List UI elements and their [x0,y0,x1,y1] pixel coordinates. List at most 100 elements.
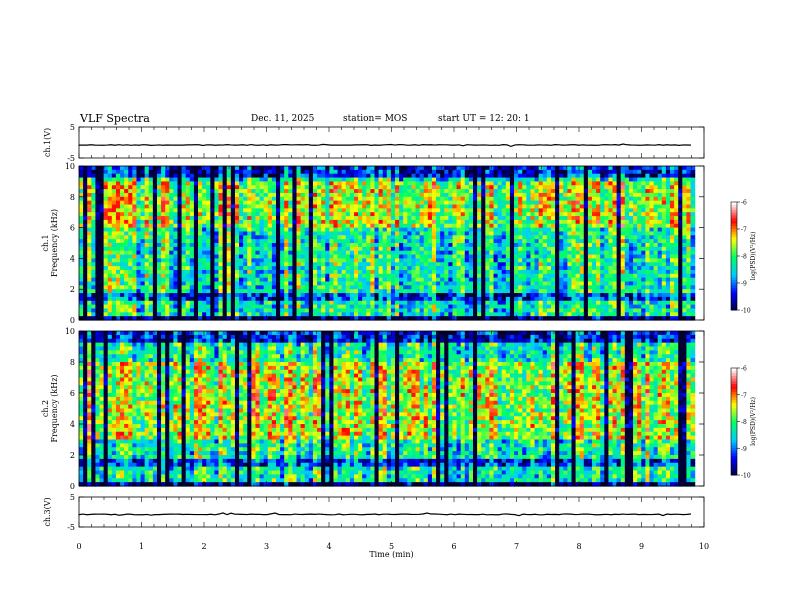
ch1-spec-cell [255,312,261,317]
ch1-spec-cell [292,169,298,175]
ch1-spec-cell [452,243,458,248]
ch1-spec-cell [403,250,408,256]
ch1-spec-cell [362,316,367,321]
ch1-spec-cell [464,246,470,252]
ch1-spec-cell [284,239,289,244]
ch1-spec-cell [222,254,228,259]
ch1-spec-cell [317,189,322,194]
ch1-spec-cell [415,169,421,175]
ch1-spec-cell [317,219,322,225]
ch1-spec-cell [99,223,105,229]
ch1-spec-cell [444,166,449,171]
ch1-spec-cell [563,216,568,221]
ch1-spec-cell [292,166,298,171]
ch1-spec-cell [534,192,540,198]
ch1-spec-cell [485,204,491,209]
ch1-spec-cell [234,246,240,252]
ch1-spec-cell [345,204,351,209]
ch1-spec-cell [222,173,228,179]
ch1-spec-cell [312,173,318,179]
ch1-spec-cell [382,304,388,310]
ch1-spec-cell [312,254,318,259]
ch1-spec-cell [267,177,273,182]
ch1-spec-cell [144,173,150,179]
ch1-spec-cell [169,269,174,275]
ch1-spec-cell [148,235,154,240]
ch1-spec-cell [247,235,252,240]
ch1-spec-cell [280,269,285,275]
ch1-spec-cell [115,243,121,248]
ch1-spec-cell [144,289,150,294]
ch1-spec-cell [280,239,285,244]
ch1-spec-cell [473,246,478,252]
ch1-spec-cell [83,281,88,286]
ch1-spec-cell [99,304,105,310]
ch1-spec-cell [161,192,166,198]
ch1-spec-cell [128,250,133,256]
ch1-spec-cell [148,216,154,221]
ch1-spec-cell [169,239,174,244]
ch1-spec-cell [427,281,433,286]
ch1-spec-cell [431,189,437,194]
ch1-spec-cell [218,277,224,283]
ch1-spec-cell [79,308,84,313]
ch1-spec-cell [567,212,573,217]
ch1-spec-cell [415,200,421,206]
ch1-spec-cell [477,254,482,259]
ch1-spec-cell [271,273,277,279]
ch1-spec-cell [505,243,511,248]
ch1-spec-cell [161,235,166,240]
ch1-spec-cell [423,281,429,286]
ch1-spec-cell [362,243,367,248]
ch1-spec-cell [542,166,548,171]
ch1-spec-cell [177,231,183,236]
ch1-spec-cell [136,277,142,283]
ch1-spec-cell [185,266,191,271]
ch1-spec-cell [288,227,294,233]
ch1-spec-cell [267,308,273,313]
ch1-spec-cell [382,239,388,244]
ch1-spec-cell [107,173,113,179]
ch1-spec-cell [79,177,84,182]
ch1-spec-cell [407,285,413,290]
ch1-spec-cell [317,289,322,294]
ch1-spec-cell [399,304,404,310]
ch1-spec-cell [550,262,556,267]
ch1-spec-cell [448,289,454,294]
ch1-spec-cell [444,192,449,198]
ch1-spec-cell [308,208,314,213]
ch1-spec-cell [555,173,560,179]
ch1-spec-cell [542,173,548,179]
ch1-spec-cell [395,281,400,286]
ch1-spec-cell [308,166,314,171]
ch1-spec-cell [128,269,133,275]
ch1-spec-cell [518,227,523,233]
ch1-spec-cell [419,312,425,317]
ch1-spec-cell [464,219,470,225]
ch1-spec-cell [169,300,174,306]
ch1-spec-cell [452,185,458,190]
ch1-spec-cell [128,192,133,198]
ch1-spec-cell [234,300,240,306]
ch1-spec-cell [505,223,511,229]
ch1-spec-cell [276,262,281,267]
ch1-spec-cell [280,219,285,225]
ch1-spec-cell [210,239,216,244]
ch1-spec-cell [140,281,146,286]
ch1-spec-cell [120,300,125,306]
ch1-spec-cell [321,235,326,240]
ch1-spec-cell [296,216,302,221]
ch1-spec-cell [571,212,577,217]
ch1-spec-cell [267,258,273,263]
ch1-spec-cell [546,296,552,302]
ch1-spec-cell [312,212,318,217]
ch1-spec-cell [156,246,162,252]
ch1-spec-cell [514,258,519,263]
ch1-spec-cell [468,212,474,217]
ch1-spec-cell [173,219,179,225]
ch1-spec-cell [222,269,228,275]
ch1-spec-cell [329,192,335,198]
ch1-spec-cell [210,293,216,298]
ch1-spec-cell [518,204,523,209]
ch1-spec-cell [148,254,154,259]
